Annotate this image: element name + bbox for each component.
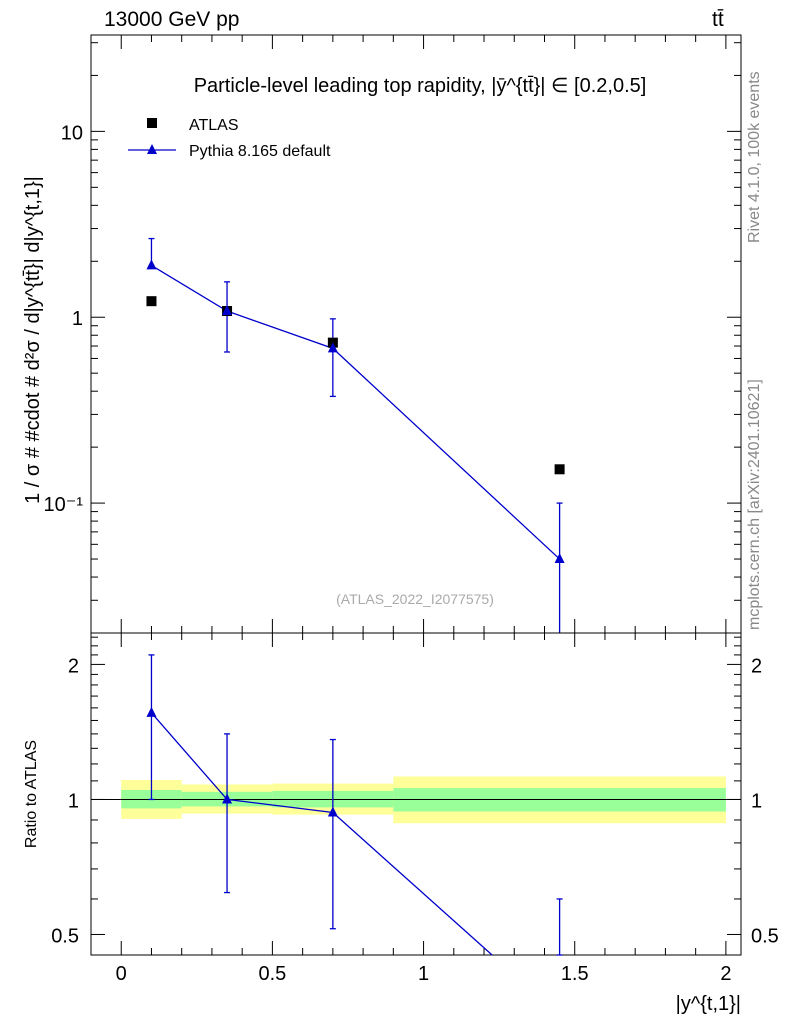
legend-atlas-label: ATLAS — [189, 117, 239, 134]
ratio-axis-ticks: 2 2 1 1 0.5 0.5 0 0.5 1 1.5 2 — [51, 633, 779, 985]
ratio-pythia-line — [150, 712, 493, 956]
x-axis-label: |y^{t,1}| — [676, 993, 741, 1015]
ratio-series-layer — [146, 654, 563, 956]
main-y-tick-label: 10 — [61, 122, 83, 144]
ratio-data-point — [327, 806, 338, 817]
ratio-y-tick-label-right: 2 — [751, 655, 762, 677]
legend-pythia-marker — [147, 144, 157, 154]
atlas-data-point — [554, 464, 565, 475]
header-right-label: tt̄ — [712, 8, 724, 31]
analysis-watermark: (ATLAS_2022_I2077575) — [336, 591, 494, 607]
x-tick-label: 1.5 — [561, 963, 589, 985]
ratio-data-point — [222, 793, 233, 804]
main-y-tick-label: 1 — [72, 308, 83, 330]
pythia-data-point — [327, 342, 338, 353]
x-tick-label: 0 — [116, 963, 127, 985]
main-y-tick-label: 10⁻¹ — [44, 494, 84, 516]
ratio-y-tick-label-right: 0.5 — [751, 925, 779, 947]
pythia-data-point — [554, 553, 565, 564]
ratio-y-axis-label: Ratio to ATLAS — [23, 740, 40, 848]
pythia-line — [151, 264, 561, 560]
legend-pythia-label: Pythia 8.165 default — [189, 143, 331, 160]
x-tick-label: 0.5 — [258, 963, 286, 985]
atlas-data-point — [146, 296, 157, 307]
pythia-data-point — [146, 259, 157, 270]
ratio-data-point — [146, 706, 157, 717]
ratio-y-tick-label: 1 — [68, 790, 79, 812]
main-y-axis-label: 1 / σ # #cdot # d²σ / d|y^{tt̄}| d|y^{t,… — [22, 176, 44, 504]
ratio-panel-frame — [90, 632, 742, 956]
ratio-y-tick-label: 2 — [68, 655, 79, 677]
ratio-y-tick-label: 0.5 — [51, 925, 79, 947]
plot-title: Particle-level leading top rapidity, |ȳ^… — [194, 75, 647, 97]
main-axis-ticks: 10 1 10⁻¹ — [44, 35, 741, 634]
main-series-layer — [146, 237, 565, 633]
pythia-data-point — [222, 305, 233, 316]
x-tick-label: 2 — [720, 963, 731, 985]
header-left-label: 13000 GeV pp — [104, 8, 240, 31]
legend-atlas-marker — [147, 118, 157, 128]
x-tick-label: 1 — [418, 963, 429, 985]
ratio-y-tick-label-right: 1 — [751, 790, 762, 812]
ratio-uncertainty-bands — [91, 776, 741, 824]
